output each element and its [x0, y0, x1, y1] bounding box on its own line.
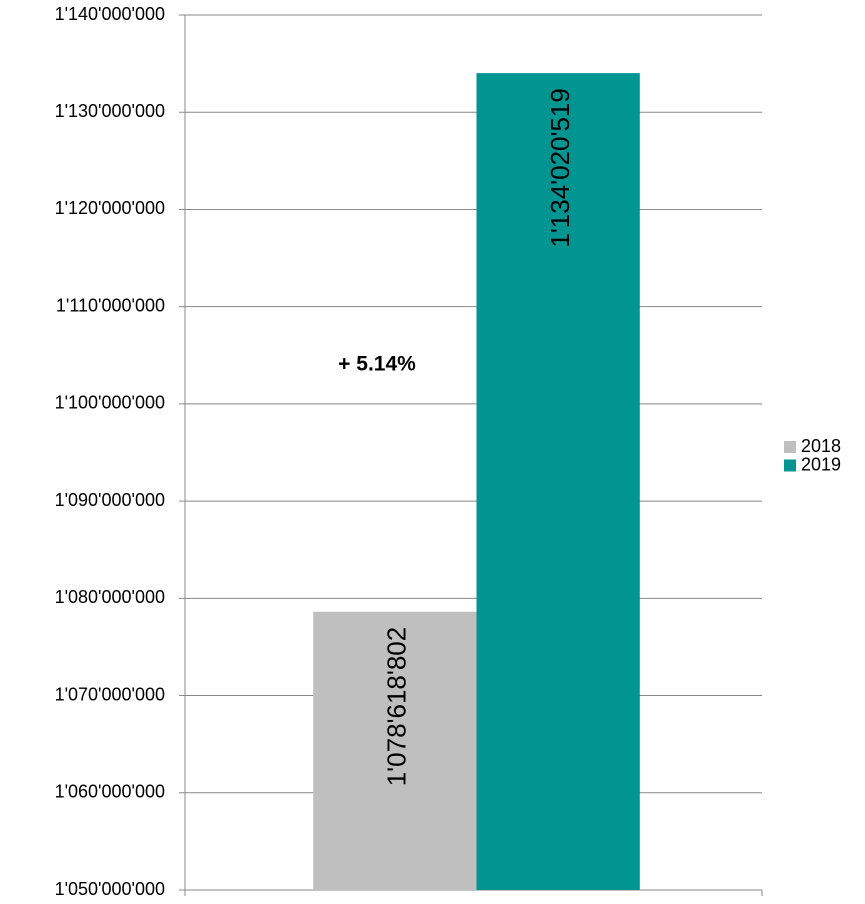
legend-swatch — [784, 441, 796, 453]
legend-label: 2019 — [801, 454, 841, 474]
legend-label: 2018 — [801, 436, 841, 456]
data-label: 1'134'020'519 — [545, 88, 575, 248]
bar — [313, 611, 477, 890]
y-tick-label: 1'140'000'000 — [55, 4, 165, 24]
y-tick-label: 1'080'000'000 — [55, 587, 165, 607]
y-tick-label: 1'110'000'000 — [56, 295, 165, 315]
foreground: 1'050'000'000 1'060'000'000 1'070'000'000 1… — [55, 4, 841, 899]
y-tick-label: 1'060'000'000 — [55, 782, 165, 802]
annotation: + 5.14% — [338, 353, 416, 376]
y-tick-label: 1'050'000'000 — [55, 879, 165, 899]
y-tick-label: 1'070'000'000 — [55, 684, 165, 704]
legend-swatch — [784, 459, 796, 472]
y-tick-label: 1'130'000'000 — [55, 101, 165, 121]
y-tick-label: 1'100'000'000 — [55, 393, 165, 413]
data-label: 1'078'618'802 — [382, 627, 412, 787]
bar — [476, 73, 640, 890]
y-tick-label: 1'090'000'000 — [55, 490, 165, 510]
y-tick-label: 1'120'000'000 — [55, 198, 165, 218]
